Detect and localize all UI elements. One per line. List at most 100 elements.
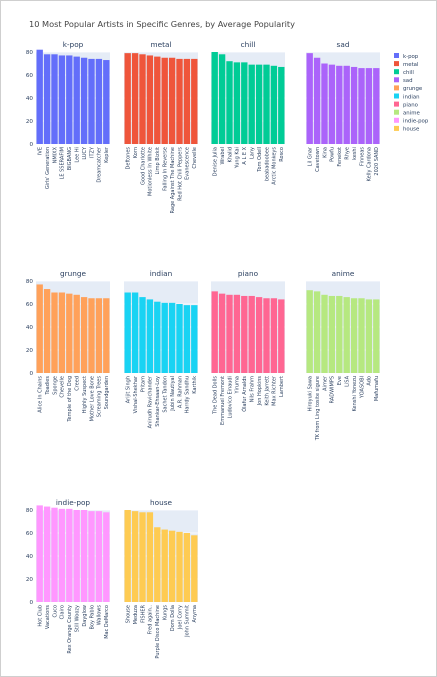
bar-k-pop xyxy=(51,54,58,144)
bar-piano xyxy=(255,297,263,373)
bar-anime xyxy=(358,298,365,373)
bar-indian xyxy=(139,297,146,373)
bar-indian xyxy=(161,302,168,373)
x-tick-label: Anirudh Ravichander xyxy=(148,375,154,428)
y-tick-label: 60 xyxy=(26,73,34,79)
x-tick-label: Max Richter xyxy=(272,375,278,406)
bar-k-pop xyxy=(66,55,73,145)
x-tick-label: Shouse xyxy=(126,605,132,623)
bar-indian xyxy=(183,305,191,373)
bar-metal xyxy=(154,56,161,144)
x-tick-label: Rhye xyxy=(345,147,351,160)
y-tick-label: 60 xyxy=(26,302,34,308)
x-tick-label: ITZY xyxy=(89,146,95,158)
panel-title-anime: anime xyxy=(332,269,355,278)
bar-house xyxy=(161,529,168,602)
x-tick-label: beabadoobee xyxy=(264,147,270,181)
bar-indie-pop xyxy=(43,506,51,602)
bar-piano xyxy=(270,298,278,373)
bar-indie-pop xyxy=(66,508,73,602)
x-tick-label: Girls' Generation xyxy=(45,147,51,189)
x-tick-label: TK from Ling tosite sigure xyxy=(315,376,321,441)
bar-indian xyxy=(191,305,198,373)
bar-grunge xyxy=(88,298,95,373)
bar-sad xyxy=(350,66,358,144)
x-tick-label: Joel Corry xyxy=(177,605,183,630)
bar-house xyxy=(154,527,161,602)
x-tick-label: Hiroyuki Sawa xyxy=(308,376,314,412)
x-tick-label: LE SSERAFIM xyxy=(60,147,66,179)
x-tick-label: NMIXX xyxy=(52,146,58,163)
bar-k-pop xyxy=(58,55,66,145)
x-tick-label: Deftones xyxy=(126,147,132,170)
bar-grunge xyxy=(36,284,43,373)
x-tick-label: Cavetown xyxy=(315,147,321,172)
bar-house xyxy=(183,533,191,602)
bar-k-pop xyxy=(80,57,88,144)
x-tick-label: Wrabel xyxy=(220,147,226,164)
bar-chill xyxy=(278,66,285,144)
bar-indie-pop xyxy=(80,510,88,602)
bar-chill xyxy=(263,64,270,144)
x-tick-label: Red Hot Chili Peppers xyxy=(177,147,183,201)
x-tick-label: Denise Julia xyxy=(213,147,219,176)
y-tick-label: 80 xyxy=(26,50,34,56)
bar-piano xyxy=(218,293,226,373)
x-tick-label: Lil Gnar xyxy=(308,146,314,166)
x-tick-label: Alice In Chains xyxy=(38,376,44,413)
bar-indie-pop xyxy=(58,508,66,602)
bar-sad xyxy=(373,68,380,144)
x-tick-label: Korn xyxy=(133,147,139,158)
bar-sad xyxy=(343,65,350,144)
bar-k-pop xyxy=(88,58,95,144)
y-tick-label: 0 xyxy=(29,600,33,606)
bar-anime xyxy=(328,295,336,373)
x-tick-label: Mother Love Bone xyxy=(89,376,95,421)
x-tick-label: Ludovico Einaudi xyxy=(227,376,233,418)
x-tick-label: Dom Dolla xyxy=(170,605,176,631)
x-tick-label: John Summit xyxy=(185,605,191,638)
bar-grunge xyxy=(95,298,103,373)
y-tick-label: 60 xyxy=(26,531,34,537)
x-tick-label: Highly Suspect xyxy=(82,376,88,413)
bar-house xyxy=(191,535,198,602)
y-tick-label: 0 xyxy=(29,371,33,377)
x-tick-label: Mafumafu xyxy=(374,376,380,401)
x-tick-label: BIGBANG xyxy=(67,147,73,170)
bar-house xyxy=(168,530,176,602)
bar-grunge xyxy=(43,289,51,373)
legend-swatch xyxy=(394,77,399,83)
x-tick-label: keshi xyxy=(352,147,358,160)
legend-swatch xyxy=(394,117,399,123)
bar-indie-pop xyxy=(88,511,95,602)
bar-house xyxy=(124,510,131,602)
legend-label: chill xyxy=(403,70,414,76)
x-tick-label: Limp Bizkit xyxy=(155,147,161,175)
bar-chill xyxy=(211,52,218,144)
x-tick-label: Boy Pablo xyxy=(89,605,95,630)
x-tick-label: Fenekot xyxy=(337,147,343,167)
bar-chill xyxy=(233,62,241,144)
x-tick-label: Jubin Nautiyal xyxy=(170,376,176,412)
legend-swatch xyxy=(394,109,399,115)
x-tick-label: A L E X xyxy=(242,146,248,164)
bar-metal xyxy=(183,58,191,144)
x-tick-label: YOASOBI xyxy=(359,376,365,399)
bar-metal xyxy=(176,58,183,144)
x-tick-label: Creed xyxy=(75,376,81,391)
bar-chill xyxy=(218,54,226,144)
x-tick-label: Lany xyxy=(250,147,256,159)
bar-chill xyxy=(248,64,255,144)
x-tick-label: Falling In Reverse xyxy=(163,147,169,191)
x-tick-label: Lambert xyxy=(279,376,285,397)
bar-house xyxy=(146,512,154,602)
x-tick-label: Sachet Tandon xyxy=(163,376,169,413)
bar-sad xyxy=(328,64,336,144)
x-tick-label: Mac DeMarco xyxy=(104,605,110,639)
x-tick-label: Soundgarden xyxy=(104,376,110,409)
bar-metal xyxy=(131,53,139,144)
bar-sad xyxy=(313,57,321,144)
x-tick-label: Keith Jarrett xyxy=(264,376,270,406)
bar-k-pop xyxy=(73,56,80,144)
x-tick-label: Khalid xyxy=(227,147,233,162)
